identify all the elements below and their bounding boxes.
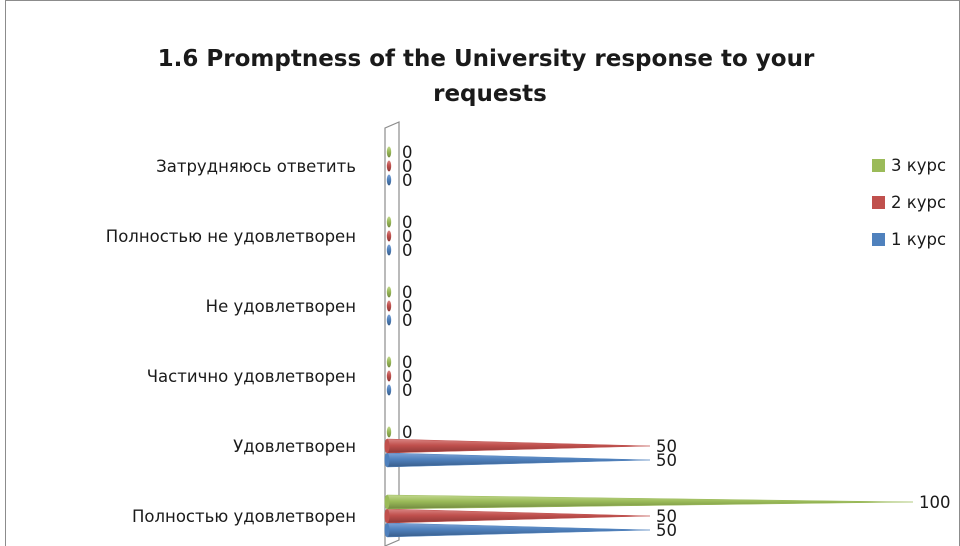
data-label-1-курс-cat-5: 0 (402, 241, 413, 260)
chart-title-line-1: 1.6 Promptness of the University respons… (158, 46, 815, 72)
bar-1-курс-cat-1-base (384, 523, 390, 537)
data-label-2-курс-cat-5: 0 (402, 227, 413, 246)
bar-3-курс-cat-1 (386, 494, 914, 510)
data-label-3-курс-cat-4: 0 (402, 283, 413, 302)
category-label-2: Удовлетворен (233, 437, 356, 456)
bars (384, 146, 914, 538)
bar-2-курс-cat-6 (386, 160, 392, 172)
data-label-1-курс-cat-2: 50 (656, 451, 677, 470)
data-label-1-курс-cat-3: 0 (402, 381, 413, 400)
bar-2-курс-cat-1 (386, 508, 651, 524)
bar-3-курс-cat-4 (386, 286, 392, 298)
bar-3-курс-cat-1-base (384, 495, 390, 509)
bar-2-курс-cat-4 (386, 300, 392, 312)
bar-2-курс-cat-3 (386, 370, 392, 382)
chart-title-line-2: requests (433, 81, 547, 107)
category-labels: Полностью удовлетворен Удовлетворен Частич… (106, 157, 356, 526)
category-label-4: Не удовлетворен (206, 297, 356, 316)
category-label-3: Частично удовлетворен (147, 367, 356, 386)
bar-3-курс-cat-5 (386, 216, 392, 228)
legend-swatch-3-курс (872, 159, 885, 172)
data-label-2-курс-cat-2: 50 (656, 437, 677, 456)
data-label-3-курс-cat-2: 0 (402, 423, 413, 442)
category-label-1: Полностью удовлетворен (132, 507, 356, 526)
bar-2-курс-cat-1-base (384, 509, 390, 523)
legend-swatch-1-курс (872, 233, 885, 246)
bar-1-курс-cat-4 (386, 314, 392, 326)
legend-swatch-2-курс (872, 196, 885, 209)
data-label-1-курс-cat-6: 0 (402, 171, 413, 190)
data-label-2-курс-cat-1: 50 (656, 507, 677, 526)
data-label-2-курс-cat-4: 0 (402, 297, 413, 316)
data-label-1-курс-cat-1: 50 (656, 521, 677, 540)
data-label-1-курс-cat-4: 0 (402, 311, 413, 330)
data-label-3-курс-cat-5: 0 (402, 213, 413, 232)
legend: 3 курс 2 курс 1 курс (872, 156, 946, 249)
data-label-3-курс-cat-6: 0 (402, 143, 413, 162)
data-label-2-курс-cat-6: 0 (402, 157, 413, 176)
bar-2-курс-cat-2 (386, 438, 651, 454)
data-label-2-курс-cat-3: 0 (402, 367, 413, 386)
bar-3-курс-cat-2 (386, 426, 392, 438)
legend-label-3-курс: 3 курс (891, 156, 946, 175)
data-label-3-курс-cat-1: 100 (919, 493, 951, 512)
bar-2-курс-cat-2-base (384, 439, 390, 453)
category-label-6: Затрудняюсь ответить (156, 157, 356, 176)
bar-2-курс-cat-5 (386, 230, 392, 242)
category-label-5: Полностью не удовлетворен (106, 227, 356, 246)
legend-label-1-курс: 1 курс (891, 230, 946, 249)
bar-3-курс-cat-3 (386, 356, 392, 368)
data-label-3-курс-cat-3: 0 (402, 353, 413, 372)
legend-label-2-курс: 2 курс (891, 193, 946, 212)
bar-1-курс-cat-1 (386, 522, 651, 538)
bar-1-курс-cat-2-base (384, 453, 390, 467)
bar-1-курс-cat-6 (386, 174, 392, 186)
bar-1-курс-cat-2 (386, 452, 651, 468)
bar-3-курс-cat-6 (386, 146, 392, 158)
bar-1-курс-cat-3 (386, 384, 392, 396)
chart-title: 1.6 Promptness of the University respons… (158, 46, 823, 107)
bar-1-курс-cat-5 (386, 244, 392, 256)
axis-wall (384, 121, 400, 546)
